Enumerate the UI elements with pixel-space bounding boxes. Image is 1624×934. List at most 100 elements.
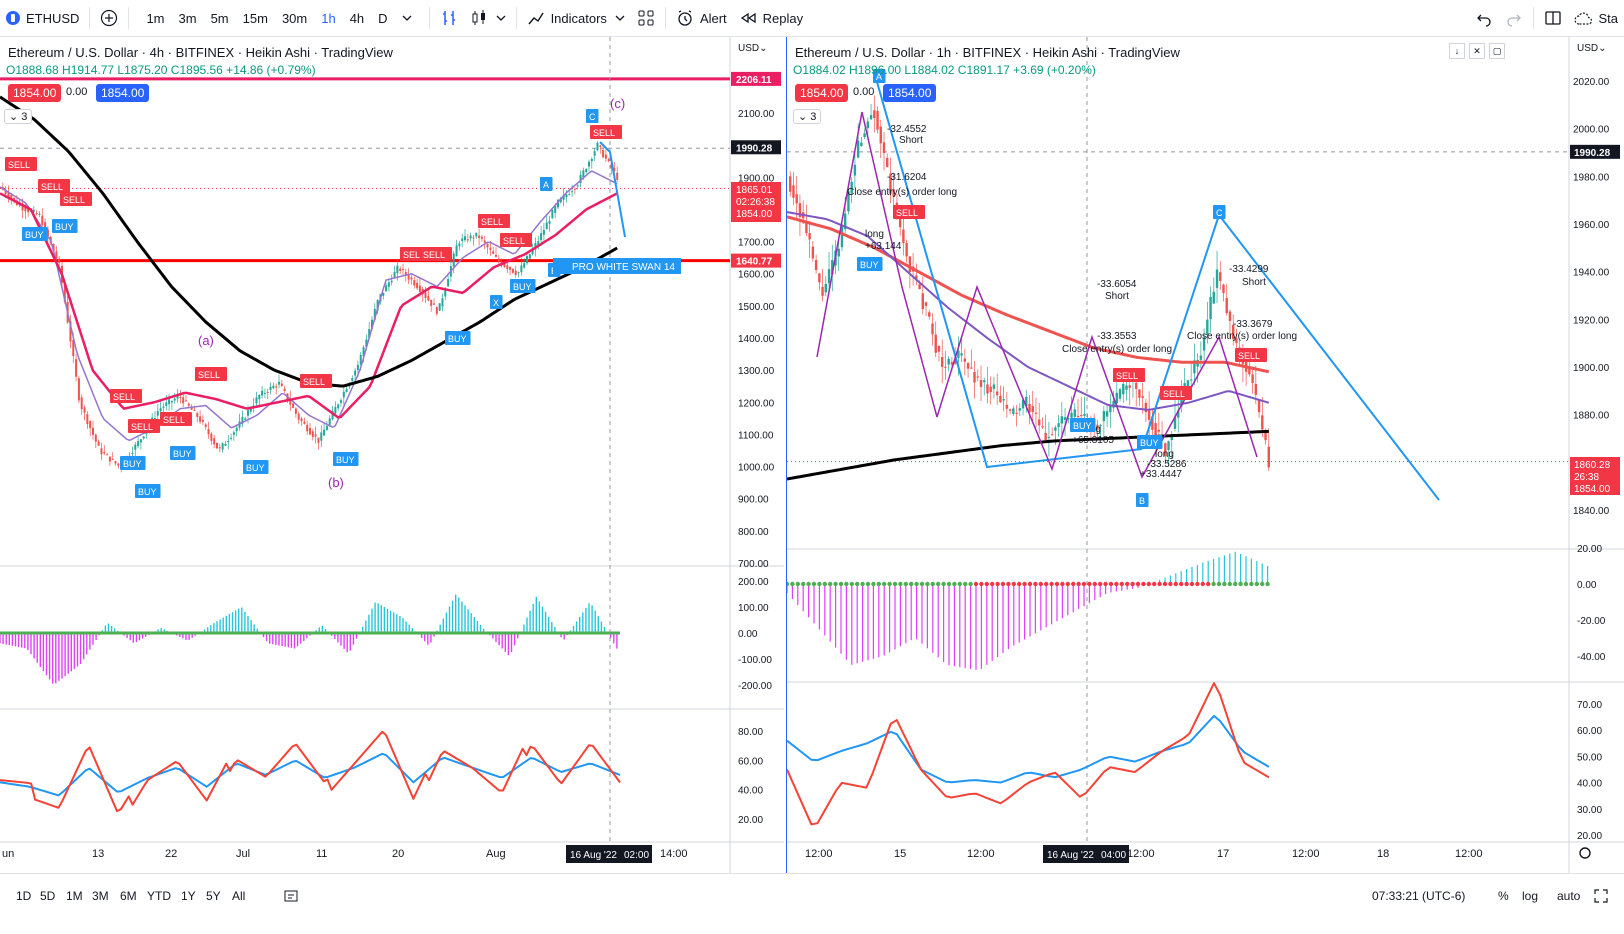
templates-button[interactable] xyxy=(631,0,661,36)
range-6m-button[interactable]: 6M xyxy=(120,889,137,903)
candle-body xyxy=(480,236,483,239)
candle-body xyxy=(387,282,390,287)
price-tick-label: 700.00 xyxy=(738,559,769,570)
signal-sell-label-bg xyxy=(5,157,37,171)
candle-body xyxy=(35,212,38,215)
range-1d-button[interactable]: 1D xyxy=(16,889,32,903)
timeframe-3m[interactable]: 3m xyxy=(178,10,197,26)
auto-toggle[interactable]: auto xyxy=(1557,889,1581,903)
right-buy-button[interactable]: 1854.00 xyxy=(883,84,937,102)
strategy-annotation: +63.144 xyxy=(865,241,902,252)
time-cursor-bg xyxy=(566,845,652,863)
right-indicators-collapse[interactable]: ⌄ 3 xyxy=(793,109,822,124)
timeframe-4h[interactable]: 4h xyxy=(349,10,365,26)
candle-body xyxy=(1112,400,1115,408)
range-5d-button[interactable]: 5D xyxy=(40,889,56,903)
right-chart-canvas[interactable]: 2020.00 2000.00 1980.00 1960.00 1940.00 1920.… xyxy=(787,37,1624,873)
redo-button[interactable] xyxy=(1499,0,1529,36)
signal-buy-label: BUY xyxy=(860,260,879,270)
candle-body xyxy=(795,194,798,204)
replay-button[interactable]: Replay xyxy=(733,0,809,36)
osc-dot xyxy=(1243,581,1249,587)
candle-body xyxy=(613,168,616,172)
alert-button[interactable]: Alert xyxy=(670,0,733,36)
candle-body xyxy=(1038,419,1041,426)
candle-body xyxy=(1050,434,1054,436)
candle-body xyxy=(798,203,802,218)
arrow-down-icon[interactable]: ↓ xyxy=(1449,43,1465,59)
left-chart-pane[interactable]: 2100.002000.001900.001800.001700.001600.… xyxy=(0,37,784,873)
right-sell-button[interactable]: 1854.00 xyxy=(795,84,849,102)
price-tick-label: 1960.00 xyxy=(1573,220,1610,231)
candle-body xyxy=(337,404,340,409)
left-indicators-collapse[interactable]: ⌄ 3 xyxy=(4,109,33,124)
candle-body xyxy=(1031,406,1034,413)
signal-sell-label: SELL xyxy=(1116,371,1138,381)
chart-type-button[interactable] xyxy=(464,0,512,36)
candle-body xyxy=(354,370,357,376)
right-currency[interactable]: USD⌄ xyxy=(1577,43,1607,54)
osc-dot xyxy=(801,581,806,587)
fullscreen-button[interactable] xyxy=(1594,889,1608,906)
right-chart-pane[interactable]: 2020.00 2000.00 1980.00 1960.00 1940.00 1920.… xyxy=(786,37,1624,873)
timeframe-1m[interactable]: 1m xyxy=(146,10,165,26)
rsi-red-line xyxy=(787,682,1270,826)
osc-dot xyxy=(871,581,876,587)
left-buy-button[interactable]: 1854.00 xyxy=(96,84,150,102)
timeframe-1h[interactable]: 1h xyxy=(321,10,336,26)
candle-body xyxy=(495,254,497,257)
indicators-label: Indicators xyxy=(550,10,607,26)
candle-body xyxy=(139,439,142,443)
osc-dot xyxy=(1135,581,1141,587)
left-currency[interactable]: USD⌄ xyxy=(738,43,768,54)
time-label: 15 xyxy=(894,848,906,860)
strategy-annotation: Short xyxy=(1105,291,1129,302)
candle-body xyxy=(1147,409,1151,420)
date-range-button[interactable] xyxy=(284,889,300,906)
left-chart-canvas[interactable]: 2100.002000.001900.001800.001700.001600.… xyxy=(0,37,784,873)
signal-buy-label-bg xyxy=(243,460,269,474)
close-icon[interactable]: ✕ xyxy=(1469,43,1485,59)
price-tick-label: 1500.00 xyxy=(738,302,775,313)
indicators-button[interactable]: Indicators xyxy=(521,0,631,36)
range-all-button[interactable]: All xyxy=(232,889,246,903)
undo-button[interactable] xyxy=(1469,0,1499,36)
candle-body xyxy=(1047,437,1051,439)
candle-body xyxy=(886,158,889,168)
divider xyxy=(664,7,666,29)
compare-add-button[interactable] xyxy=(94,0,124,36)
osc-dot xyxy=(898,581,903,587)
time-label: 12:00 xyxy=(1127,848,1155,860)
timeframe-dropdown[interactable] xyxy=(395,11,419,26)
left-sell-button[interactable]: 1854.00 xyxy=(8,84,62,102)
range-5y-button[interactable]: 5Y xyxy=(206,889,221,903)
bar-style-button[interactable] xyxy=(434,0,464,36)
percent-toggle[interactable]: % xyxy=(1498,889,1509,903)
candle-body xyxy=(1025,396,1028,407)
signal-sell-label-bg xyxy=(500,233,532,247)
tag-last-price: 1860.28 xyxy=(1574,460,1611,471)
candle-body xyxy=(1189,379,1193,381)
candle-body xyxy=(179,396,182,398)
osc-dot xyxy=(1141,581,1146,587)
layout-button[interactable] xyxy=(1538,0,1568,36)
signal-sell-label-bg xyxy=(1160,386,1192,400)
timeframe-d[interactable]: D xyxy=(378,10,388,26)
candle-body xyxy=(979,379,983,387)
candle-body xyxy=(263,392,266,394)
range-3m-button[interactable]: 3M xyxy=(92,889,109,903)
maximize-icon[interactable]: ▢ xyxy=(1489,43,1505,59)
timeframe-5m[interactable]: 5m xyxy=(210,10,229,26)
tag-1854: 1854.00 xyxy=(1574,484,1611,495)
timeframe-30m[interactable]: 30m xyxy=(281,10,308,26)
clock-display[interactable]: 07:33:21 (UTC-6) xyxy=(1372,889,1466,903)
range-ytd-button[interactable]: YTD xyxy=(147,889,171,903)
log-toggle[interactable]: log xyxy=(1522,889,1539,903)
timeframe-15m[interactable]: 15m xyxy=(242,10,268,26)
range-1m-button[interactable]: 1M xyxy=(66,889,83,903)
range-1y-button[interactable]: 1Y xyxy=(181,889,196,903)
candle-body xyxy=(957,350,960,358)
symbol-search[interactable]: ETHUSD xyxy=(0,0,85,36)
publish-button[interactable]: Sta xyxy=(1568,0,1624,36)
candle-body xyxy=(418,285,421,293)
